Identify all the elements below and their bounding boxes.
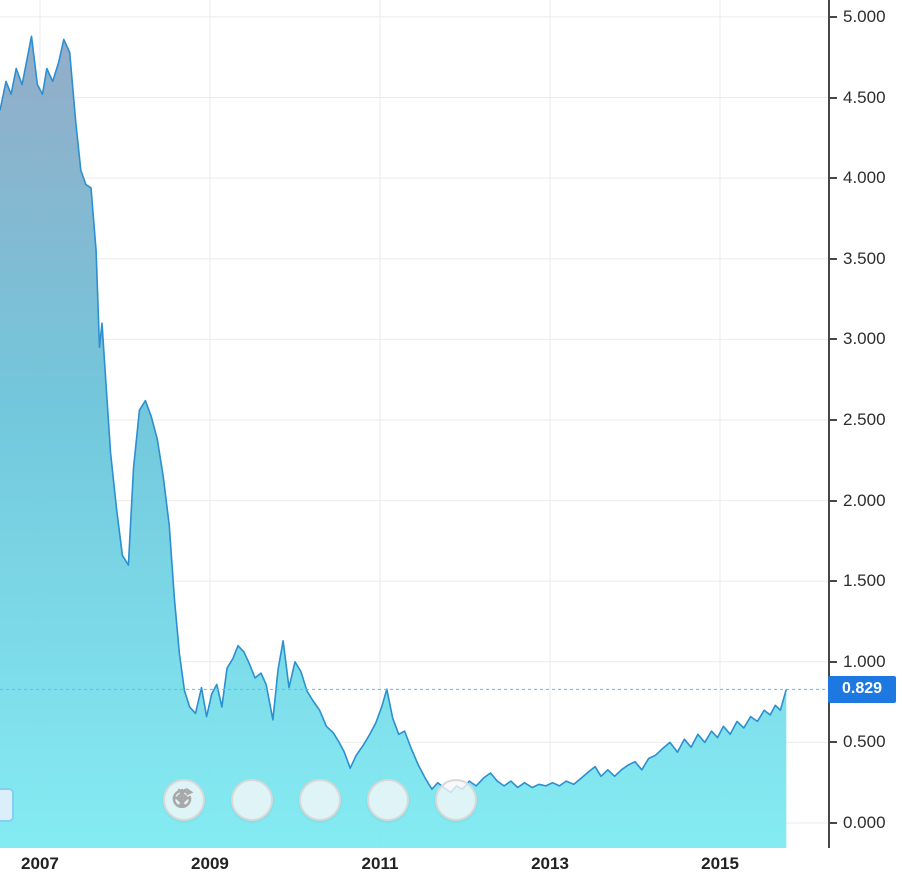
y-axis-label: 5.000	[843, 6, 886, 26]
x-axis-label: 2007	[21, 854, 59, 873]
chevron-right-icon	[177, 788, 189, 808]
y-axis-label: 3.000	[843, 329, 886, 349]
y-axis-label: 3.500	[843, 248, 886, 268]
pan-right-button[interactable]	[177, 779, 477, 821]
x-axis-label: 2009	[191, 854, 229, 873]
x-axis[interactable]: 2007 2009 2011 2013 2015	[0, 848, 902, 882]
x-axis-label: 2011	[361, 854, 399, 873]
x-axis-label: 2013	[531, 854, 569, 873]
price-area	[0, 36, 787, 848]
last-price-tag: 0.829	[828, 675, 896, 703]
y-tick-mark	[830, 338, 837, 341]
y-tick-mark	[830, 257, 837, 260]
y-tick-mark	[830, 822, 837, 824]
y-axis-label: 4.000	[843, 168, 886, 188]
y-axis-label: 0.500	[843, 732, 886, 752]
y-tick-mark	[830, 499, 837, 502]
clipped-control	[0, 788, 14, 822]
y-axis-label: 4.500	[843, 87, 886, 107]
y-tick-mark	[830, 96, 837, 99]
zoom-out-button[interactable]	[172, 779, 273, 821]
y-axis-label: 2.500	[843, 409, 886, 429]
x-axis-label: 2015	[701, 854, 739, 873]
y-tick-mark	[830, 660, 837, 663]
price-series-line	[0, 35, 788, 794]
reset-zoom-button[interactable]	[172, 779, 341, 821]
chart-toolbar	[163, 779, 477, 821]
y-tick-mark	[830, 177, 837, 180]
y-axis-label: 1.000	[843, 651, 886, 671]
price-chart-svg	[0, 0, 828, 848]
y-tick-mark	[830, 580, 837, 583]
y-axis-label: 1.500	[843, 571, 886, 591]
y-tick-mark	[830, 418, 837, 421]
y-axis[interactable]: 0.829 5.000 4.500 4.000 3.500 3.000 2.500 2.00…	[828, 0, 902, 848]
y-axis-label: 0.000	[843, 813, 886, 832]
y-tick-mark	[830, 741, 837, 744]
zoom-in-button[interactable]	[172, 779, 409, 821]
y-axis-label: 2.000	[843, 490, 886, 510]
plot-area[interactable]	[0, 0, 828, 848]
y-tick-mark	[830, 15, 837, 18]
